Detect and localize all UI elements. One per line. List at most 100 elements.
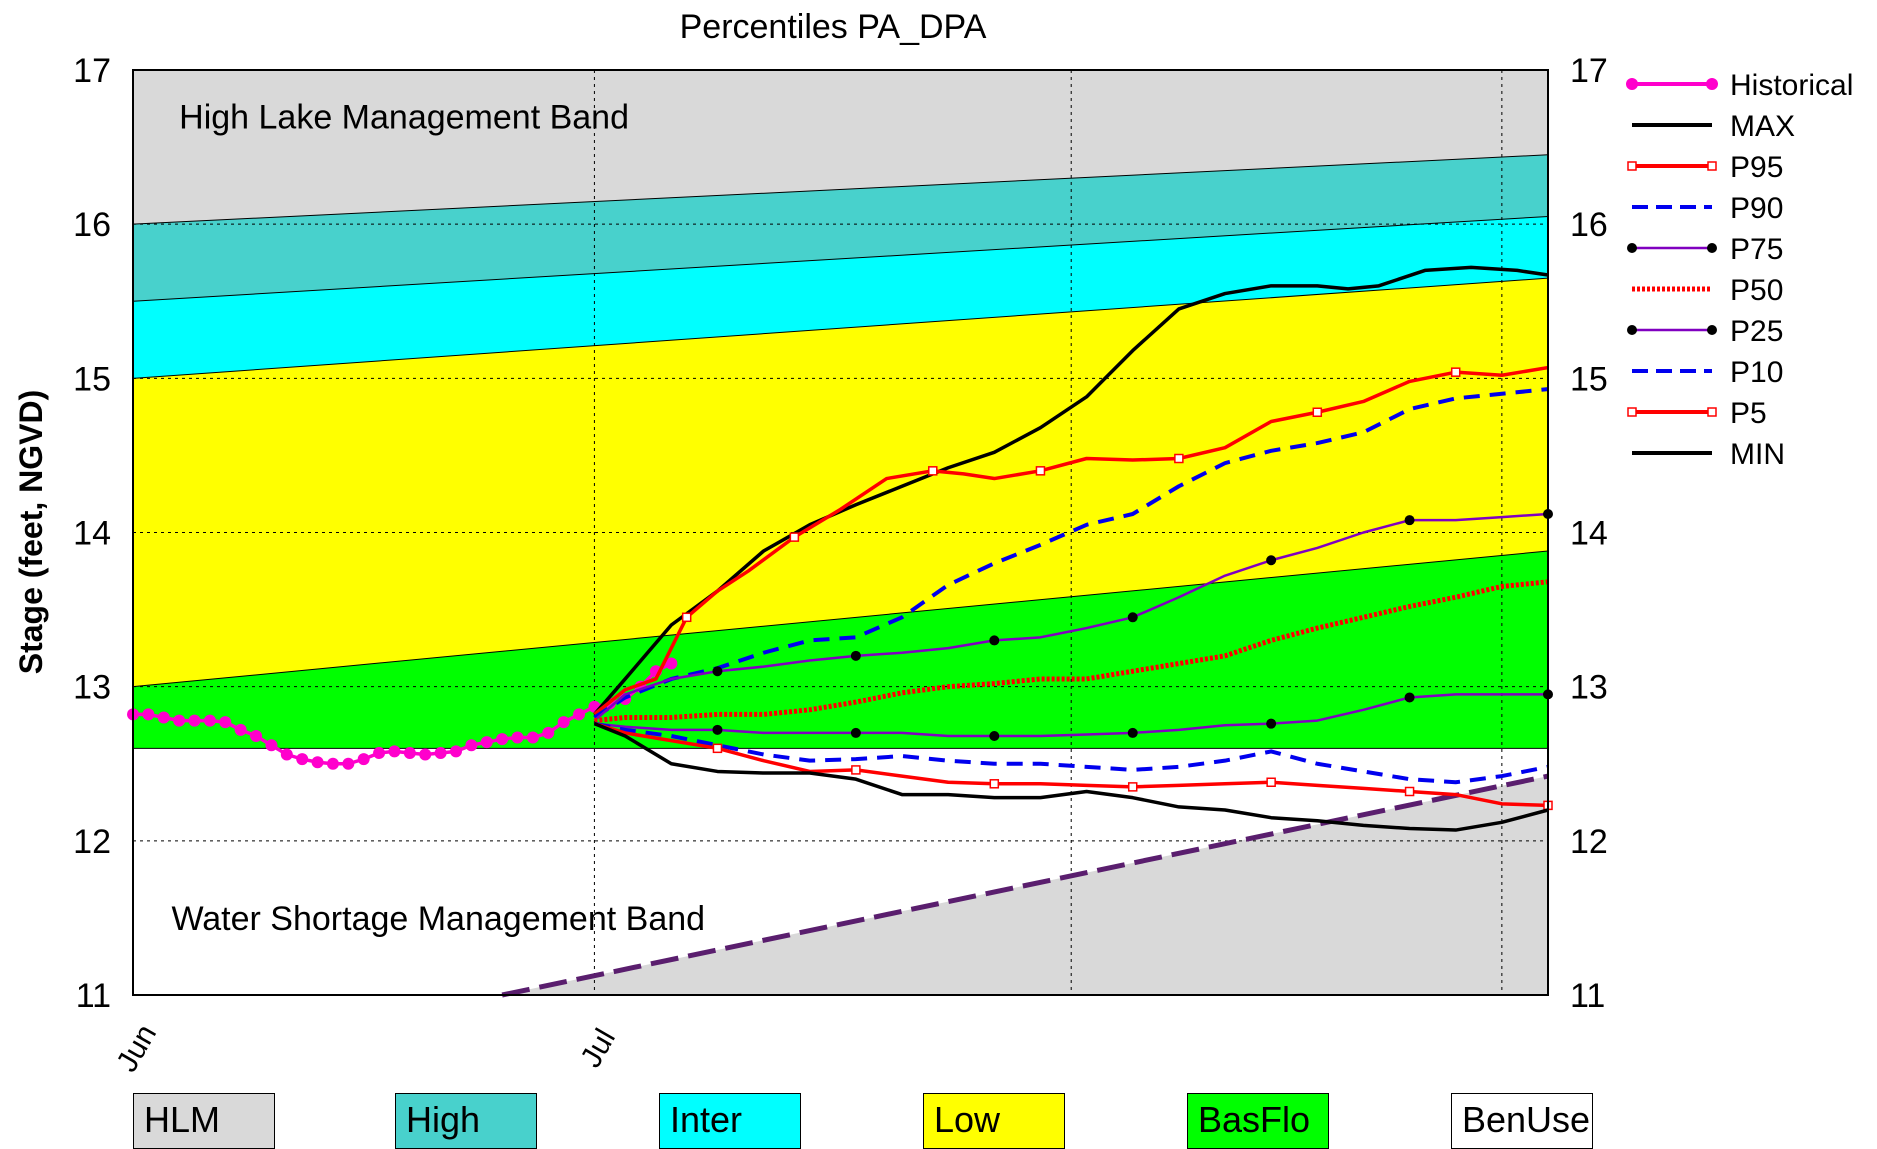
point-p75 <box>989 635 1000 646</box>
point-p5 <box>851 765 861 775</box>
point-historical <box>496 733 509 746</box>
point-historical <box>665 657 678 670</box>
point-p95 <box>681 612 692 623</box>
point-historical <box>342 757 355 770</box>
band-boundary-low_lower <box>132 550 1549 688</box>
point-historical <box>465 739 478 752</box>
point-historical <box>434 746 447 759</box>
y-tick-label-left: 16 <box>73 206 111 244</box>
series-line-p95 <box>593 365 1549 716</box>
point-p25 <box>1266 718 1277 729</box>
series-line-p5 <box>593 721 1549 808</box>
point-p95 <box>1312 407 1323 417</box>
band-layer <box>132 70 1549 995</box>
point-historical <box>173 714 186 727</box>
point-historical <box>557 716 570 729</box>
point-p25 <box>989 731 1000 741</box>
point-p25 <box>850 727 861 738</box>
point-p95 <box>1174 453 1184 464</box>
y-tick-label-right: 11 <box>1570 977 1605 1015</box>
point-p95 <box>928 466 938 476</box>
zone-legend-basflo: BasFlo <box>1187 1093 1329 1149</box>
zone-legend-inter: Inter <box>659 1093 801 1149</box>
zone-legend-low: Low <box>923 1093 1065 1149</box>
point-historical <box>449 745 462 758</box>
legend-marker-p25 <box>1627 325 1637 335</box>
zone-legend-benuse: BenUse <box>1451 1093 1593 1149</box>
y-tick-label-right: 16 <box>1570 206 1608 244</box>
y-tick-label-right: 14 <box>1570 515 1608 553</box>
point-historical <box>388 745 401 758</box>
legend-marker-p5 <box>1707 407 1717 417</box>
annotation-high-lake-band: High Lake Management Band <box>179 98 629 136</box>
point-historical <box>526 731 539 744</box>
series-line-p90 <box>593 387 1549 720</box>
legend-marker-p95 <box>1707 161 1717 171</box>
band-hlm <box>133 70 1548 225</box>
wsm-dashed-line <box>501 773 1549 998</box>
y-tick-label-right: 12 <box>1570 823 1608 861</box>
legend-marker-historical <box>1626 78 1638 90</box>
point-p5 <box>989 779 1000 789</box>
y-tick-label-left: 12 <box>73 823 111 861</box>
legend-label-p95: P95 <box>1730 151 1783 184</box>
y-tick-label-left: 17 <box>73 52 111 90</box>
point-historical <box>265 739 278 752</box>
legend-label-p5: P5 <box>1730 397 1767 430</box>
legend-label-p75: P75 <box>1730 233 1783 266</box>
point-p95 <box>1035 466 1046 476</box>
band-boundary-inter_upper <box>132 215 1549 302</box>
band-high <box>133 154 1548 302</box>
point-historical <box>419 748 432 761</box>
band-boundary-high_lower <box>132 154 1549 225</box>
legend-marker-p25 <box>1707 325 1717 335</box>
series-line-p25 <box>594 693 1548 738</box>
point-p25 <box>1127 727 1138 738</box>
point-historical <box>326 757 339 770</box>
x-tick-label: Jun <box>110 1019 163 1077</box>
y-tick-label-right: 13 <box>1570 669 1608 707</box>
point-historical <box>296 753 309 766</box>
point-historical <box>373 746 386 759</box>
point-historical <box>311 756 324 769</box>
point-historical <box>142 708 155 721</box>
y-tick-label-right: 17 <box>1570 52 1608 90</box>
zone-legend-hlm: HLM <box>133 1093 275 1149</box>
legend-label-p10: P10 <box>1730 356 1783 389</box>
point-historical <box>480 736 493 749</box>
legend-marker-p5 <box>1627 407 1637 417</box>
point-p75 <box>712 666 723 677</box>
point-historical <box>234 723 247 736</box>
point-historical <box>542 726 555 739</box>
point-historical <box>188 714 201 727</box>
point-historical <box>250 730 263 742</box>
series-line-p50 <box>594 579 1549 724</box>
legend-label-p50: P50 <box>1730 274 1783 307</box>
point-historical <box>157 711 170 724</box>
y-tick-label-left: 14 <box>73 515 111 553</box>
legend-marker-p75 <box>1627 243 1637 253</box>
point-p5 <box>1127 782 1138 792</box>
point-historical <box>573 708 586 721</box>
legend-label-max: MAX <box>1730 110 1795 143</box>
annotation-water-shortage-band: Water Shortage Management Band <box>171 900 705 938</box>
legend-marker-p95 <box>1627 161 1637 171</box>
y-tick-label-left: 15 <box>73 360 111 398</box>
legend-marker-p75 <box>1707 243 1717 253</box>
band-boundary-inter_lower <box>132 277 1549 379</box>
point-p75 <box>850 650 861 661</box>
point-p25 <box>712 724 723 735</box>
x-tick-label: Jul <box>574 1023 622 1073</box>
series-line-p10 <box>594 721 1549 785</box>
legend: Historical MAX P95 P90 P75 P50 P25 P10 P5 MIN <box>1626 69 1853 471</box>
point-p5 <box>1266 777 1276 787</box>
legend-label-min: MIN <box>1730 438 1785 471</box>
point-p75 <box>1266 555 1277 566</box>
point-p95 <box>1450 367 1461 377</box>
point-historical <box>280 748 293 761</box>
y-tick-label-left: 13 <box>73 669 111 707</box>
point-historical <box>511 731 524 744</box>
point-p75 <box>1127 612 1138 623</box>
legend-label-p90: P90 <box>1730 192 1783 225</box>
